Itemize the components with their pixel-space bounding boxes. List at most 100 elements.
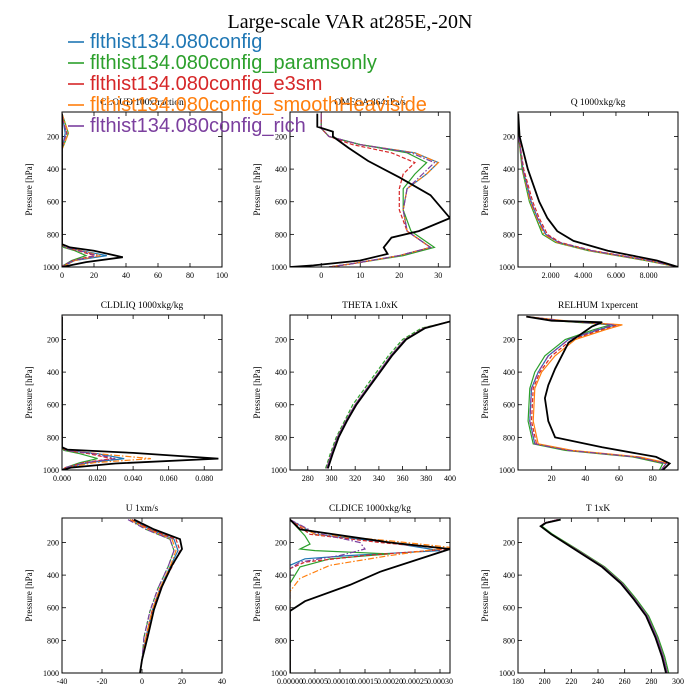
x-tick-label: 300 — [672, 677, 684, 686]
x-tick-label: -20 — [97, 677, 108, 686]
x-tick-label: 280 — [302, 474, 314, 483]
reference-line — [290, 113, 450, 267]
y-tick-label: 400 — [275, 571, 287, 580]
legend-item: flthist134.080config — [68, 31, 262, 53]
reference-line — [327, 320, 450, 469]
x-tick-label: 0.080 — [195, 474, 213, 483]
legend-label: flthist134.080config_rich — [90, 115, 306, 137]
y-axis-label: Pressure [hPa] — [252, 163, 262, 215]
panel-8: CLDICE 1000xkg/kg Pressure [hPa] 200 400 600… — [252, 504, 453, 686]
series-line-flthist134.080config_smoothHeaviside — [290, 519, 450, 673]
panel-title: U 1xm/s — [126, 504, 159, 514]
panel-frame — [517, 517, 679, 674]
panel-6: RELHUM 1xpercent Pressure [hPa] 200 400 600 8… — [480, 301, 679, 483]
panel-title: CLOUD 100xfraction — [100, 97, 184, 108]
series-line-flthist134.080config_smoothHeaviside — [518, 113, 678, 267]
y-tick-label: 200 — [503, 538, 515, 547]
x-tick-label: 180 — [512, 677, 524, 686]
series-line-flthist134.080config_e3sm — [62, 316, 112, 470]
y-tick-label: 600 — [503, 604, 515, 613]
series-line-flthist134.080config — [539, 519, 668, 673]
x-tick-label: 6.000 — [607, 271, 625, 280]
y-tick-label: 800 — [47, 433, 59, 442]
panel-title: T 1xK — [586, 504, 611, 514]
series-line-flthist134.080config_paramsonly — [518, 113, 678, 267]
x-tick-label: 320 — [349, 474, 361, 483]
y-tick-label: 1000 — [43, 466, 59, 475]
panel-frame — [517, 111, 679, 268]
x-tick-label: 0.020 — [89, 474, 107, 483]
legend-item: flthist134.080config_paramsonly — [68, 52, 377, 74]
y-tick-label: 800 — [503, 636, 515, 645]
series-line-flthist134.080config — [518, 113, 678, 267]
x-tick-label: 40 — [218, 677, 226, 686]
series-line-flthist134.080config — [290, 519, 441, 673]
y-tick-label: 1000 — [499, 466, 515, 475]
x-tick-label: -40 — [57, 677, 68, 686]
series-line-flthist134.080config_rich — [526, 316, 668, 470]
x-tick-label: 40 — [122, 271, 130, 280]
panel-title: CLDLIQ 1000xkg/kg — [101, 301, 184, 311]
panel-5: THETA 1.0xK Pressure [hPa] 200 400 600 800 100… — [252, 301, 456, 483]
series-line-flthist134.080config_rich — [62, 316, 116, 470]
x-tick-label: 8.000 — [640, 271, 658, 280]
y-tick-label: 1000 — [43, 669, 59, 678]
series-line-flthist134.080config — [326, 320, 450, 469]
y-axis-label: Pressure [hPa] — [252, 366, 262, 418]
x-tick-label: 400 — [444, 474, 456, 483]
panel-title: THETA 1.0xK — [342, 301, 398, 311]
panel-frame — [61, 314, 223, 471]
panel-title: CLDICE 1000xkg/kg — [329, 504, 411, 514]
y-tick-label: 600 — [47, 604, 59, 613]
x-tick-label: 0.00025 — [402, 677, 428, 686]
legend-label: flthist134.080config_paramsonly — [90, 52, 377, 74]
y-tick-label: 200 — [47, 335, 59, 344]
reference-line — [290, 518, 450, 673]
x-tick-label: 0.00005 — [302, 677, 328, 686]
x-tick-label: 0.040 — [124, 474, 142, 483]
y-tick-label: 1000 — [271, 263, 287, 272]
x-tick-label: 100 — [216, 271, 228, 280]
x-tick-label: 0.000 — [53, 474, 71, 483]
y-tick-label: 600 — [503, 198, 515, 207]
x-tick-label: 0 — [140, 677, 144, 686]
panel-frame — [61, 517, 223, 674]
series-line-flthist134.080config_paramsonly — [541, 519, 670, 673]
x-tick-label: 4.000 — [574, 271, 592, 280]
y-tick-label: 600 — [503, 401, 515, 410]
series-line-flthist134.080config_rich — [326, 320, 450, 469]
series-line-flthist134.080config_paramsonly — [129, 519, 175, 673]
x-tick-label: 280 — [645, 677, 657, 686]
series-line-flthist134.080config_paramsonly — [325, 320, 450, 469]
x-tick-label: 60 — [154, 271, 162, 280]
y-tick-label: 200 — [275, 538, 287, 547]
panel-frame — [61, 111, 223, 268]
y-tick-label: 800 — [503, 230, 515, 239]
y-tick-label: 800 — [47, 230, 59, 239]
x-tick-label: 260 — [619, 677, 631, 686]
reference-line — [539, 518, 667, 673]
y-tick-label: 600 — [275, 198, 287, 207]
series-line-flthist134.080config_rich — [320, 113, 436, 267]
y-tick-label: 200 — [275, 132, 287, 141]
x-tick-label: 0.00020 — [377, 677, 403, 686]
y-axis-label: Pressure [hPa] — [480, 366, 490, 418]
x-tick-label: 20 — [395, 271, 403, 280]
series-line-flthist134.080config_paramsonly — [62, 316, 98, 470]
y-tick-label: 400 — [503, 165, 515, 174]
x-tick-label: 40 — [581, 474, 589, 483]
x-tick-label: 20 — [548, 474, 556, 483]
y-axis-label: Pressure [hPa] — [24, 163, 34, 215]
x-tick-label: 60 — [615, 474, 623, 483]
panel-frame — [289, 314, 451, 471]
panel-frame — [517, 314, 679, 471]
y-tick-label: 600 — [47, 198, 59, 207]
y-tick-label: 1000 — [43, 263, 59, 272]
series-line-flthist134.080config_smoothHeaviside — [326, 320, 450, 469]
x-tick-label: 0.060 — [160, 474, 178, 483]
y-tick-label: 200 — [503, 132, 515, 141]
